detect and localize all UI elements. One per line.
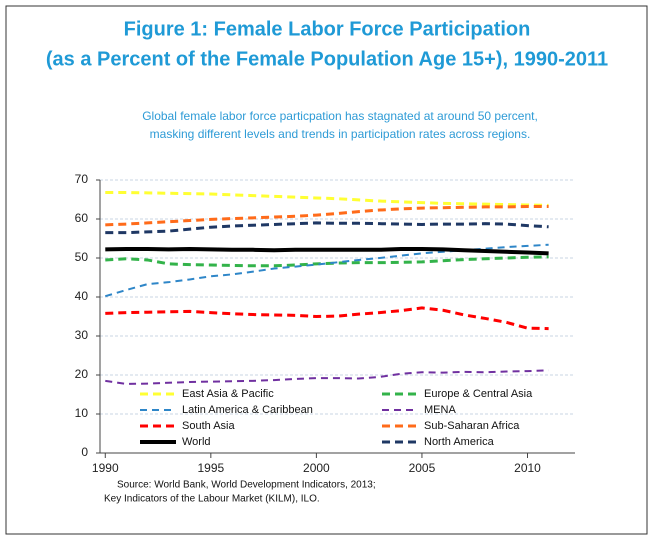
y-tick-label: 20 — [75, 367, 89, 381]
legend-label: Sub-Saharan Africa — [424, 420, 520, 432]
x-tick-label: 1995 — [197, 461, 224, 475]
x-tick-label: 2000 — [303, 461, 330, 475]
y-tick-label: 70 — [75, 172, 89, 186]
legend-label: North America — [424, 436, 495, 448]
chart-title: Figure 1: Female Labor Force Participati… — [124, 18, 531, 40]
series-line — [105, 247, 549, 256]
legend-label: South Asia — [182, 420, 235, 432]
source: Key Indicators of the Labour Market (KIL… — [104, 494, 320, 505]
legend-label: East Asia & Pacific — [182, 388, 274, 400]
legend-label: Europe & Central Asia — [424, 388, 533, 400]
frame — [5, 5, 648, 535]
series-line — [105, 205, 549, 227]
series-line — [105, 255, 549, 268]
x-tick-label: 1990 — [92, 461, 119, 475]
series-line — [105, 306, 549, 331]
legend-label: MENA — [424, 404, 456, 416]
series-line — [105, 190, 549, 207]
subtitle: Global female labor force particpation h… — [142, 109, 538, 123]
series-line — [105, 369, 549, 385]
chart-title: (as a Percent of the Female Population A… — [46, 48, 608, 70]
y-tick-label: 0 — [81, 445, 88, 459]
y-tick-label: 40 — [75, 289, 89, 303]
legend-label: Latin America & Caribbean — [182, 404, 313, 416]
subtitle: masking different levels and trends in p… — [150, 127, 531, 141]
y-tick-label: 60 — [75, 211, 89, 225]
source: Source: World Bank, World Development In… — [117, 480, 376, 491]
legend-label: World — [182, 436, 211, 448]
y-tick-label: 50 — [75, 250, 89, 264]
x-tick-label: 2010 — [514, 461, 541, 475]
y-tick-label: 30 — [75, 328, 89, 342]
x-tick-label: 2005 — [409, 461, 436, 475]
y-tick-label: 10 — [75, 406, 89, 420]
series-line — [105, 221, 549, 235]
